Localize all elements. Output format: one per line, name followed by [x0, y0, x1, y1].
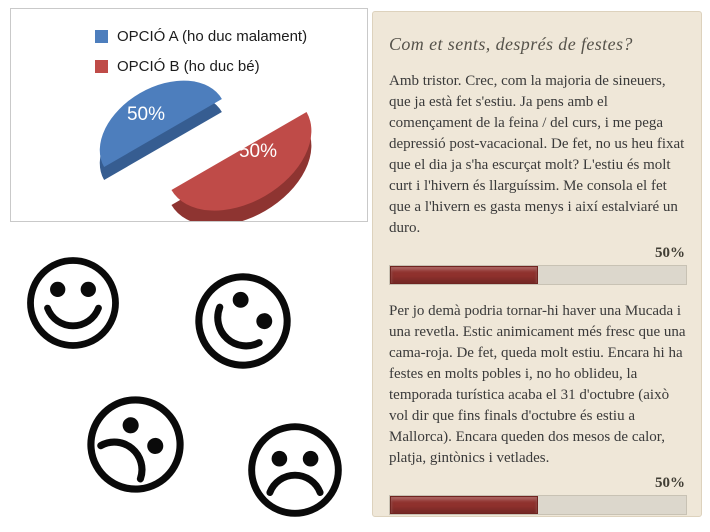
- legend-label-opcio-a: OPCIÓ A (ho duc malament): [117, 27, 308, 45]
- progress-bar-1: [389, 265, 687, 285]
- pie-slice-a: [99, 80, 222, 180]
- pie-label-b: 50%: [239, 141, 277, 162]
- legend-swatch-red: [95, 59, 108, 73]
- legend-item-opcio-b: OPCIÓ B (ho duc bé): [95, 51, 307, 81]
- response-percent-1: 50%: [655, 245, 685, 261]
- poll-response-2: Per jo demà podria tornar-hi haver una M…: [389, 301, 687, 515]
- response-text-1: Amb tristor. Crec, com la majoria de sin…: [389, 73, 685, 236]
- sad-face-upright-icon: [248, 423, 342, 517]
- pie-chart: 50% 50%: [99, 80, 312, 221]
- response-percent-2: 50%: [655, 475, 685, 491]
- happy-face-tilted-icon: [195, 273, 291, 369]
- progress-fill-2: [390, 496, 538, 514]
- pie-chart-panel: OPCIÓ A (ho duc malament) OPCIÓ B (ho du…: [10, 8, 368, 222]
- happy-face-upright-icon: [27, 257, 119, 349]
- response-text-2: Per jo demà podria tornar-hi haver una M…: [389, 303, 686, 466]
- progress-bar-2: [389, 495, 687, 515]
- poll-response-1: Amb tristor. Crec, com la majoria de sin…: [389, 71, 687, 285]
- pie-label-a: 50%: [127, 104, 165, 125]
- poll-panel: Com et sents, després de festes? Amb tri…: [372, 11, 702, 517]
- sad-face-tilted-icon: [87, 396, 184, 493]
- legend-swatch-blue: [95, 29, 108, 43]
- pie-slice-b: [171, 112, 312, 221]
- progress-fill-1: [390, 266, 538, 284]
- pie-slice-b-top: [171, 112, 312, 211]
- poll-title: Com et sents, després de festes?: [389, 34, 633, 54]
- chart-legend: OPCIÓ A (ho duc malament) OPCIÓ B (ho du…: [95, 21, 307, 81]
- legend-item-opcio-a: OPCIÓ A (ho duc malament): [95, 21, 307, 51]
- legend-label-opcio-b: OPCIÓ B (ho duc bé): [117, 57, 260, 75]
- pie-slice-a-top: [99, 80, 222, 167]
